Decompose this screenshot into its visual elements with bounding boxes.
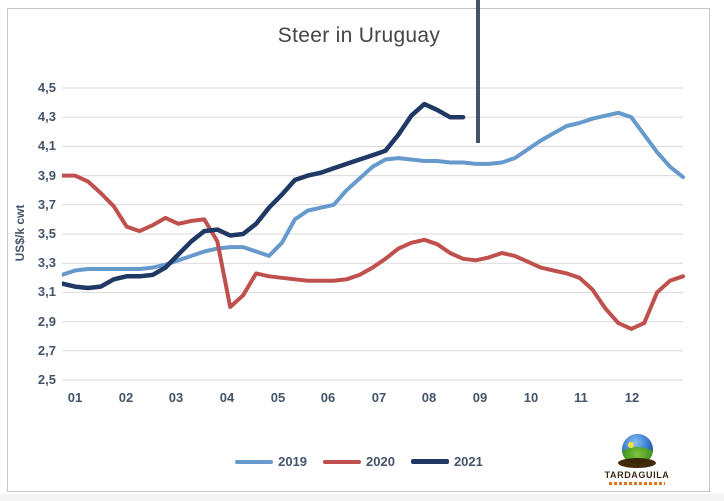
x-axis-tick-label: 11 (574, 390, 588, 405)
plot-svg (62, 87, 685, 381)
y-axis-tick-label: 2,7 (37, 343, 56, 358)
y-axis-tick-label: 3,1 (37, 284, 56, 299)
legend-item-2019: 2019 (235, 454, 307, 469)
y-axis-tick-label: 3,5 (37, 226, 56, 241)
chart-title: Steer in Uruguay (277, 24, 441, 47)
y-axis-tick-label: 2,9 (37, 314, 56, 329)
legend-label: 2021 (453, 454, 483, 469)
y-axis-tick-label: 4,1 (37, 138, 56, 153)
logo-text: TARDAGUILA (604, 470, 670, 480)
x-axis-tick-label: 02 (118, 390, 134, 405)
series-line-2020 (62, 173, 685, 331)
legend-label: 2020 (366, 454, 395, 469)
y-axis-tick-label: 3,9 (37, 168, 56, 183)
x-axis-tick-label: 01 (67, 390, 83, 405)
tardaguila-logo: TARDAGUILA (600, 434, 674, 485)
x-axis-tick-labels: 01 02 03 04 05 06 07 08 09 10 11 12 (0, 390, 724, 406)
legend-line-sample (235, 459, 274, 464)
series-line-2021 (62, 101, 466, 291)
x-axis-tick-label: 06 (320, 390, 336, 405)
x-axis-tick-label: 03 (168, 390, 184, 405)
legend-label: 2019 (278, 454, 308, 469)
chart-frame (7, 8, 710, 492)
x-axis-tick-label: 04 (219, 390, 235, 405)
legend-item-2020: 2020 (323, 454, 395, 469)
y-axis-tick-label: 4,5 (37, 80, 56, 95)
legend: 2019 2020 2021 (7, 454, 711, 469)
sun-icon (627, 442, 634, 448)
y-axis-tick-label: 3,3 (37, 255, 56, 270)
x-axis-tick-label: 08 (421, 390, 437, 405)
tardaguila-logo-icon (621, 434, 653, 465)
legend-line-sample (323, 459, 362, 464)
ground-icon (621, 458, 653, 465)
series-line-2019 (62, 110, 685, 277)
y-axis-tick-label: 3,7 (37, 197, 56, 212)
annotation-line (476, 0, 480, 143)
y-axis-tick-label: 4,3 (37, 109, 56, 124)
x-axis-tick-label: 12 (624, 390, 640, 405)
logo-subtext (609, 482, 665, 485)
x-axis-tick-label: 09 (472, 390, 488, 405)
window-bottom-strip (0, 494, 724, 501)
y-axis-tick-label: 2,5 (37, 372, 56, 387)
x-axis-tick-label: 07 (371, 390, 387, 405)
legend-line-sample (410, 459, 449, 464)
x-axis-tick-label: 05 (270, 390, 286, 405)
x-axis-tick-label: 10 (523, 390, 539, 405)
legend-item-2021: 2021 (410, 454, 483, 469)
